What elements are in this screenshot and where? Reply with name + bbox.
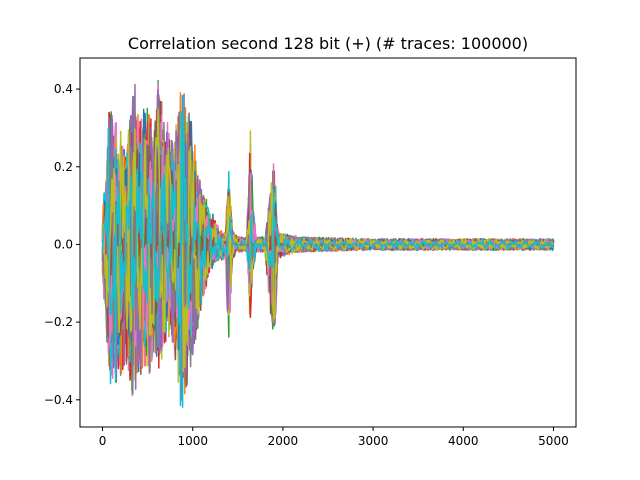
trace-lines (101, 79, 555, 409)
x-tick-label: 2000 (268, 434, 299, 448)
plot-frame (79, 57, 577, 428)
x-tick-label: 4000 (448, 434, 479, 448)
x-axis: 0 1000 2000 3000 4000 5000 (99, 427, 569, 448)
y-tick-label: 0.2 (54, 160, 73, 174)
trace-line (101, 94, 555, 407)
y-tick-label: −0.2 (44, 315, 73, 329)
x-tick-label: 1000 (177, 434, 208, 448)
x-tick-label: 3000 (358, 434, 389, 448)
trace-line (101, 108, 555, 373)
chart-title: Correlation second 128 bit (+) (# traces… (128, 34, 528, 53)
y-tick-label: 0.4 (54, 82, 73, 96)
y-tick-label: 0.0 (54, 237, 73, 251)
x-tick-label: 0 (99, 434, 107, 448)
y-tick-label: −0.4 (44, 393, 73, 407)
y-axis: −0.4 −0.2 0.0 0.2 0.4 (44, 82, 80, 407)
x-tick-label: 5000 (538, 434, 569, 448)
